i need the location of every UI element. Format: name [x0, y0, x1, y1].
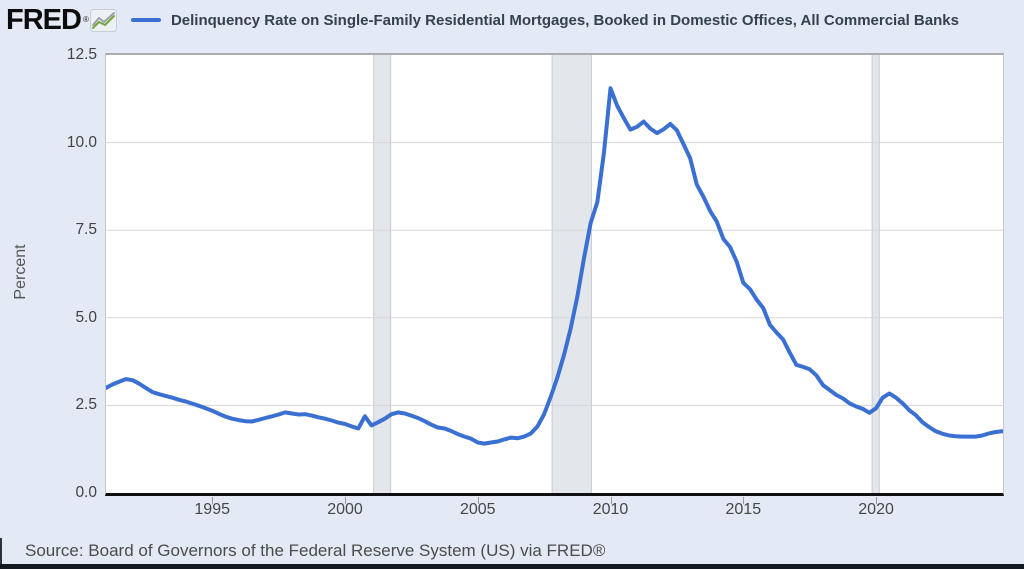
y-axis-label: Percent [12, 244, 29, 300]
fred-logo-text: FRED [6, 4, 82, 36]
data-series-line [106, 86, 1003, 446]
window-bottom-bar [0, 564, 1024, 569]
series-legend-swatch [130, 18, 161, 22]
series-title[interactable]: Delinquency Rate on Single-Family Reside… [170, 11, 959, 29]
x-tick-mark [477, 497, 479, 504]
chart-canvas [106, 55, 1003, 493]
recession-band [872, 55, 880, 493]
recession-band [552, 55, 592, 493]
x-tick-mark [212, 497, 214, 504]
x-tick-label: 2005 [459, 501, 496, 518]
y-tick-label: 5.0 [75, 308, 97, 326]
y-tick-label: 2.5 [75, 396, 97, 414]
x-tick-label: 1995 [194, 501, 230, 518]
source-attribution: Source: Board of Governors of the Federa… [25, 541, 606, 560]
x-tick-label: 2000 [327, 501, 363, 518]
x-tick-mark [743, 497, 745, 504]
window-left-edge [0, 538, 2, 569]
x-tick-mark [876, 497, 878, 504]
registered-trademark: ® [83, 15, 89, 24]
chart-plot-area[interactable] [105, 53, 1004, 496]
chart-header: FRED ® Delinquency Rate on Single-Family … [6, 4, 959, 36]
x-tick-label: 2010 [592, 501, 629, 518]
y-tick-label: 0.0 [75, 484, 97, 501]
recession-band [373, 55, 391, 493]
x-tick-label: 2020 [858, 501, 894, 518]
x-tick-label: 2015 [725, 501, 762, 518]
y-tick-label: 10.0 [66, 133, 97, 151]
x-tick-mark [344, 497, 346, 504]
fred-logo[interactable]: FRED ® [6, 4, 89, 36]
x-tick-mark [610, 497, 612, 504]
y-tick-label: 12.5 [66, 46, 97, 63]
line-chart-icon [89, 8, 117, 32]
y-tick-label: 7.5 [75, 221, 97, 239]
